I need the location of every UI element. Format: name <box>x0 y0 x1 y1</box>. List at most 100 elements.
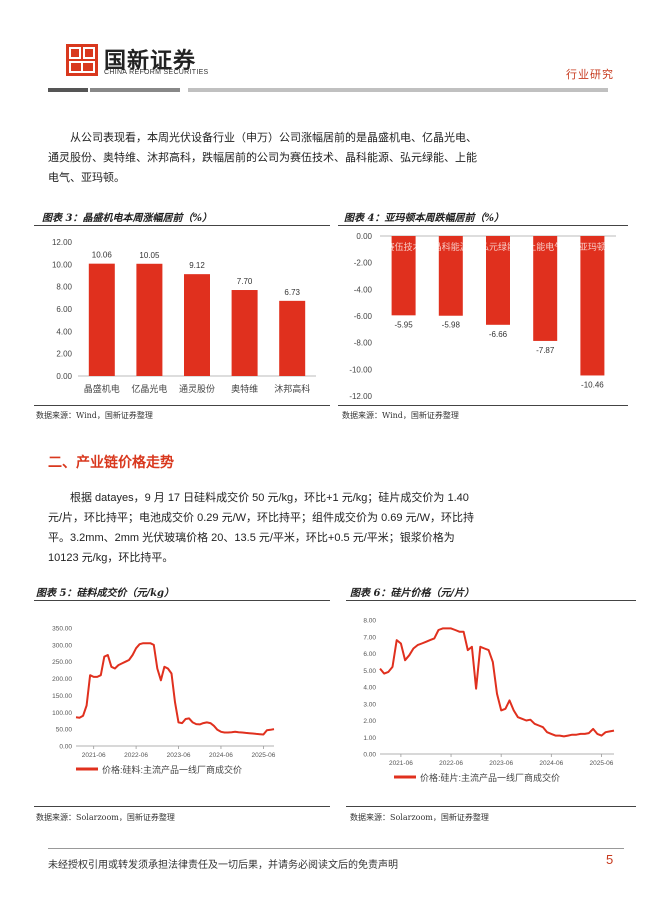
figure3-bottom-rule <box>34 405 330 406</box>
x-tick-label: 弘元绿能 <box>480 241 516 252</box>
x-tick-label: 通灵股份 <box>179 383 215 394</box>
bar-value-label: 10.06 <box>92 251 113 260</box>
x-tick-label: 2025-06 <box>251 752 275 759</box>
header-rule-dark <box>48 88 88 92</box>
x-tick-label: 奥特维 <box>231 383 258 394</box>
y-tick-label: 100.00 <box>52 710 72 717</box>
header-rule-mid <box>90 88 180 92</box>
header-rule-light <box>188 88 608 92</box>
figure4-source: 数据来源：Wind，国新证券整理 <box>342 411 459 420</box>
company-name-en: CHINA REFORM SECURITIES <box>104 69 209 76</box>
x-tick-label: 2024-06 <box>209 752 233 759</box>
figure5-source: 数据来源：Solarzoom，国新证券整理 <box>36 813 175 822</box>
y-tick-label: 350.00 <box>52 626 72 633</box>
figure6-bottom-rule <box>346 806 636 807</box>
figure5-title: 图表 5：硅料成交价（元/kg） <box>36 588 175 599</box>
bar-value-label: -7.87 <box>536 346 555 355</box>
bar-value-label: 7.70 <box>237 277 253 286</box>
x-tick-label: 亚玛顿 <box>579 241 606 252</box>
series-line <box>75 642 275 736</box>
legend-label: 价格:硅片:主流产品一线厂商成交价 <box>420 772 560 783</box>
y-tick-label: 2.00 <box>56 350 72 359</box>
x-tick-label: 上能电气 <box>527 241 563 252</box>
figure6-title: 图表 6：硅片价格（元/片） <box>350 588 475 599</box>
y-tick-label: 150.00 <box>52 693 72 700</box>
page-number: 5 <box>606 852 614 867</box>
paragraph-company-performance: 从公司表现看，本周光伏设备行业（申万）公司涨幅居前的是晶盛机电、亿晶光电、通灵股… <box>48 131 477 184</box>
y-tick-label: 5.00 <box>363 668 376 675</box>
x-tick-label: 2022-06 <box>124 752 148 759</box>
x-tick-label: 沐邦高科 <box>274 383 310 394</box>
figure6-source: 数据来源：Solarzoom，国新证券整理 <box>350 813 489 822</box>
legend-label: 价格:硅料:主流产品一线厂商成交价 <box>102 764 242 775</box>
figure4-top-rule <box>338 225 628 226</box>
y-tick-label: 6.00 <box>363 651 376 658</box>
bar <box>438 236 463 316</box>
x-tick-label: 2023-06 <box>489 760 513 767</box>
bar <box>184 274 210 376</box>
y-tick-label: 8.00 <box>56 283 72 292</box>
y-tick-label: -6.00 <box>354 312 373 321</box>
y-tick-label: 3.00 <box>363 701 376 708</box>
bar <box>231 290 258 376</box>
figure4-bottom-rule <box>338 405 628 406</box>
bar <box>279 300 306 376</box>
series-line <box>379 627 615 738</box>
figure3-title: 图表 3：晶盛机电本周涨幅居前（%） <box>42 213 212 224</box>
y-tick-label: -10.00 <box>349 365 372 374</box>
company-name-cn: 国新证券 <box>104 49 197 74</box>
x-tick-label: 赛伍技术 <box>386 241 422 252</box>
bar <box>391 236 416 316</box>
footer-disclaimer: 未经授权引用或转发须承担法律责任及一切后果，并请务必阅读文后的免责声明 <box>48 860 398 871</box>
y-tick-label: 0.00 <box>59 744 72 751</box>
bar <box>580 236 605 376</box>
y-tick-label: -2.00 <box>354 259 373 268</box>
x-tick-label: 晶科能源 <box>433 241 469 252</box>
figure6-line-chart: 0.00 1.00 2.00 3.00 4.00 5.00 6.00 7.00 8.00 2021… <box>363 618 615 783</box>
y-tick-label: 10.00 <box>52 260 73 269</box>
bar <box>533 236 558 341</box>
bar-value-label: 6.73 <box>284 288 300 297</box>
y-tick-label: 7.00 <box>363 634 376 641</box>
x-tick-label: 亿晶光电 <box>131 383 167 394</box>
bar-value-label: 9.12 <box>189 261 205 270</box>
y-tick-label: 0.00 <box>363 752 376 759</box>
y-tick-label: 4.00 <box>363 685 376 692</box>
x-tick-label: 2023-06 <box>167 752 191 759</box>
figure4-title: 图表 4：亚玛顿本周跌幅居前（%） <box>344 213 504 224</box>
figure4-bar-chart: 0.00 -2.00 -4.00 -6.00 -8.00 -10.00 -12.00 -5.9… <box>349 232 616 401</box>
paragraph-price-trend: 根据 datayes，9 月 17 日硅料成交价 50 元/kg，环比+1 元/… <box>48 492 474 564</box>
y-tick-label: -8.00 <box>354 339 373 348</box>
figure3-top-rule <box>34 225 330 226</box>
figure6-top-rule <box>346 600 636 601</box>
y-tick-label: 250.00 <box>52 659 72 666</box>
y-tick-label: 300.00 <box>52 642 72 649</box>
y-tick-label: -4.00 <box>354 285 373 294</box>
y-tick-label: 4.00 <box>56 327 72 336</box>
bar-value-label: -10.46 <box>581 380 604 389</box>
x-tick-label: 晶盛机电 <box>84 383 120 394</box>
bar-value-label: 10.05 <box>139 251 160 260</box>
bar <box>136 263 163 376</box>
x-tick-label: 2022-06 <box>439 760 463 767</box>
x-tick-label: 2024-06 <box>539 760 563 767</box>
y-tick-label: 12.00 <box>52 238 73 247</box>
y-tick-label: 6.00 <box>56 305 72 314</box>
x-tick-label: 2025-06 <box>590 760 614 767</box>
x-tick-label: 2021-06 <box>82 752 106 759</box>
bar <box>486 236 510 325</box>
report-category: 行业研究 <box>566 68 614 81</box>
figure3-bar-chart: 0.00 2.00 4.00 6.00 8.00 10.00 12.00 10.06 晶盛机电 1… <box>52 238 316 394</box>
y-tick-label: 0.00 <box>356 232 372 241</box>
figure3-source: 数据来源：Wind，国新证券整理 <box>36 411 153 420</box>
footer-rule <box>48 848 624 849</box>
logo-mark-icon <box>69 47 95 73</box>
section-title: 二、产业链价格走势 <box>48 455 174 471</box>
y-tick-label: 50.00 <box>56 727 73 734</box>
y-tick-label: 8.00 <box>363 618 376 625</box>
figure5-top-rule <box>34 600 330 601</box>
y-tick-label: -12.00 <box>349 392 372 401</box>
y-tick-label: 0.00 <box>56 372 72 381</box>
y-tick-label: 200.00 <box>52 676 72 683</box>
bar-value-label: -5.98 <box>442 321 461 330</box>
